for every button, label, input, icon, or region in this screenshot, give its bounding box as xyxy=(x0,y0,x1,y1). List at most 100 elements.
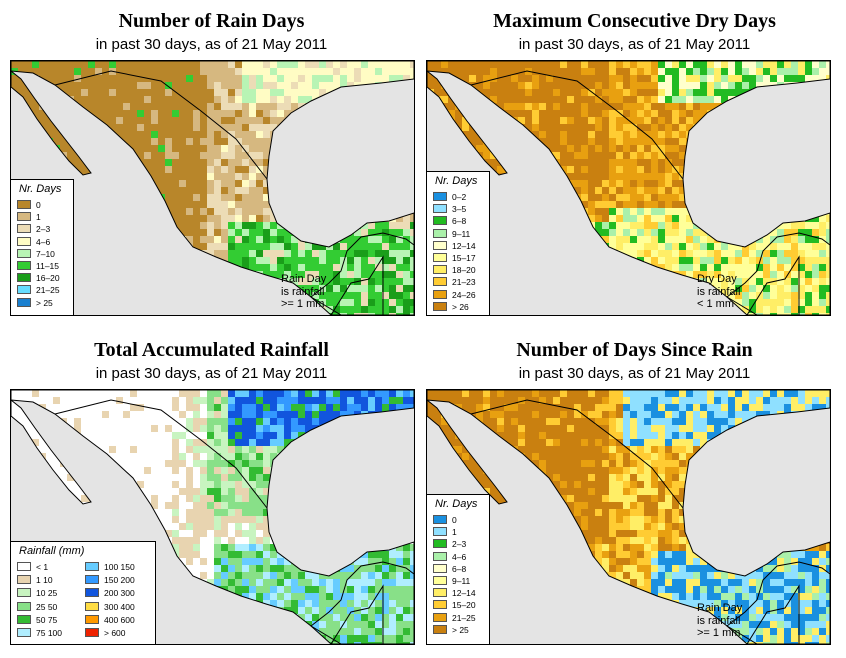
coastline xyxy=(11,399,92,505)
legend-swatch xyxy=(433,228,447,238)
coastline xyxy=(11,61,414,315)
panel-title: Number of Days Since Rain xyxy=(516,339,753,361)
panel-title: Total Accumulated Rainfall xyxy=(94,339,329,361)
legend-label: 11–15 xyxy=(36,261,60,271)
legend-swatch xyxy=(17,628,31,637)
legend-label: 2–3 xyxy=(36,224,51,235)
legend-label: 75 100 xyxy=(36,628,62,638)
map-dry-days: Nr. Days 0–2 3–5 6–8 9–11 12–14 15–17 18–20 21–… xyxy=(426,60,831,316)
legend-swatch xyxy=(85,575,99,585)
map-legend: Nr. Days 0 1 2–3 4–6 6–8 9–11 12–14 15–20 21–25 >… xyxy=(427,494,490,644)
us-mexico-border xyxy=(54,399,268,509)
map-canvas xyxy=(11,61,414,315)
legend-swatch xyxy=(433,600,447,610)
legend-label: 6–8 xyxy=(452,216,467,227)
legend-label: 1 xyxy=(452,527,457,538)
legend-label: 25 50 xyxy=(36,601,58,612)
map-legend: Nr. Days 0 1 2–3 4–6 7–10 11–15 16–20 21–25 > 25 xyxy=(11,179,74,315)
us-mexico-border xyxy=(470,70,684,180)
legend-label: 12–14 xyxy=(452,588,476,599)
legend-label: 16–20 xyxy=(36,273,60,284)
legend-label: 150 200 xyxy=(104,575,135,586)
panel-dry-days: Maximum Consecutive Dry Days in past 30 … xyxy=(423,0,846,329)
panel-subtitle: in past 30 days, as of 21 May 2011 xyxy=(95,365,328,382)
legend-swatch xyxy=(433,204,447,214)
panel-rain-days: Number of Rain Days in past 30 days, as … xyxy=(0,0,423,329)
legend-label: 2–3 xyxy=(452,539,467,550)
legend-label: 9–11 xyxy=(452,576,471,586)
panel-subtitle: in past 30 days, as of 21 May 2011 xyxy=(518,365,751,382)
legend-label: 100 150 xyxy=(104,562,135,572)
legend-swatch xyxy=(433,515,447,524)
legend-label: 3–5 xyxy=(452,204,467,215)
legend-label: 6–8 xyxy=(452,563,467,574)
map-canvas xyxy=(427,61,830,315)
legend-swatch xyxy=(85,601,99,611)
legend-swatch xyxy=(433,265,447,275)
legend-swatch xyxy=(17,297,31,307)
land-grid xyxy=(11,390,414,644)
central-america-borders xyxy=(746,255,800,315)
legend-swatch xyxy=(433,192,447,201)
map-accumulated-rainfall: Rainfall (mm) < 1 1 10 10 25 25 50 50 75 75 1… xyxy=(10,389,415,645)
coastline xyxy=(310,561,414,644)
legend-label: 15–20 xyxy=(452,600,476,611)
legend-title: Rainfall (mm) xyxy=(19,545,85,557)
legend-swatch xyxy=(433,576,447,585)
legend-swatch xyxy=(17,575,31,585)
legend-label: 50 75 xyxy=(36,614,58,625)
legend-swatch xyxy=(17,273,31,283)
us-mexico-border xyxy=(470,399,684,509)
map-note: Rain Day is rainfall >= 1 mm xyxy=(281,273,327,310)
coastline xyxy=(726,232,830,315)
legend-swatch xyxy=(17,236,31,246)
legend-label: 1 xyxy=(36,212,41,223)
coastline xyxy=(11,70,92,176)
map-note: Rain Day is rainfall >= 1 mm xyxy=(697,602,743,639)
legend-swatch xyxy=(433,551,447,561)
legend-swatch xyxy=(433,301,447,311)
legend-label: 15–17 xyxy=(452,253,476,263)
legend-label: 4–6 xyxy=(36,236,51,247)
central-america-borders xyxy=(330,584,384,644)
legend-label: 21–25 xyxy=(452,612,476,623)
legend-title: Nr. Days xyxy=(19,183,62,195)
legend-label: > 25 xyxy=(452,624,469,635)
legend-label: 0 xyxy=(452,515,457,525)
legend-label: 200 300 xyxy=(104,588,135,599)
map-note: Dry Day is rainfall < 1 mm xyxy=(697,273,741,310)
legend-swatch xyxy=(17,588,31,598)
legend-label: 300 400 xyxy=(104,601,135,612)
legend-swatch xyxy=(85,614,99,624)
legend-label: > 26 xyxy=(452,301,469,312)
central-america-borders xyxy=(330,255,384,315)
legend-label: 4–6 xyxy=(452,551,467,562)
legend-label: 18–20 xyxy=(452,265,476,276)
legend-swatch xyxy=(433,563,447,573)
legend-label: 400 600 xyxy=(104,614,135,625)
legend-swatch xyxy=(85,588,99,598)
legend-swatch xyxy=(433,240,447,250)
us-mexico-border xyxy=(54,70,268,180)
legend-title: Nr. Days xyxy=(435,175,478,187)
legend-swatch xyxy=(433,588,447,598)
panel-subtitle: in past 30 days, as of 21 May 2011 xyxy=(95,36,328,53)
legend-swatch xyxy=(17,224,31,234)
map-legend: Rainfall (mm) < 1 1 10 10 25 25 50 50 75 75 1… xyxy=(11,541,156,644)
legend-label: 0–2 xyxy=(452,192,467,202)
legend-label: 0 xyxy=(36,200,41,210)
legend-swatch xyxy=(17,212,31,222)
map-legend: Nr. Days 0–2 3–5 6–8 9–11 12–14 15–17 18–20 21–… xyxy=(427,171,490,315)
coastline xyxy=(427,61,830,315)
coastline xyxy=(310,232,414,315)
legend-swatch xyxy=(433,612,447,622)
legend-swatch xyxy=(85,628,99,637)
legend-label: 1 10 xyxy=(36,575,53,586)
legend-swatch xyxy=(433,277,447,287)
panel-subtitle: in past 30 days, as of 21 May 2011 xyxy=(518,36,751,53)
panel-days-since-rain: Number of Days Since Rain in past 30 day… xyxy=(423,329,846,658)
central-america-borders xyxy=(746,584,800,644)
legend-swatch xyxy=(433,539,447,549)
legend-swatch xyxy=(433,527,447,537)
coastline xyxy=(427,70,508,176)
